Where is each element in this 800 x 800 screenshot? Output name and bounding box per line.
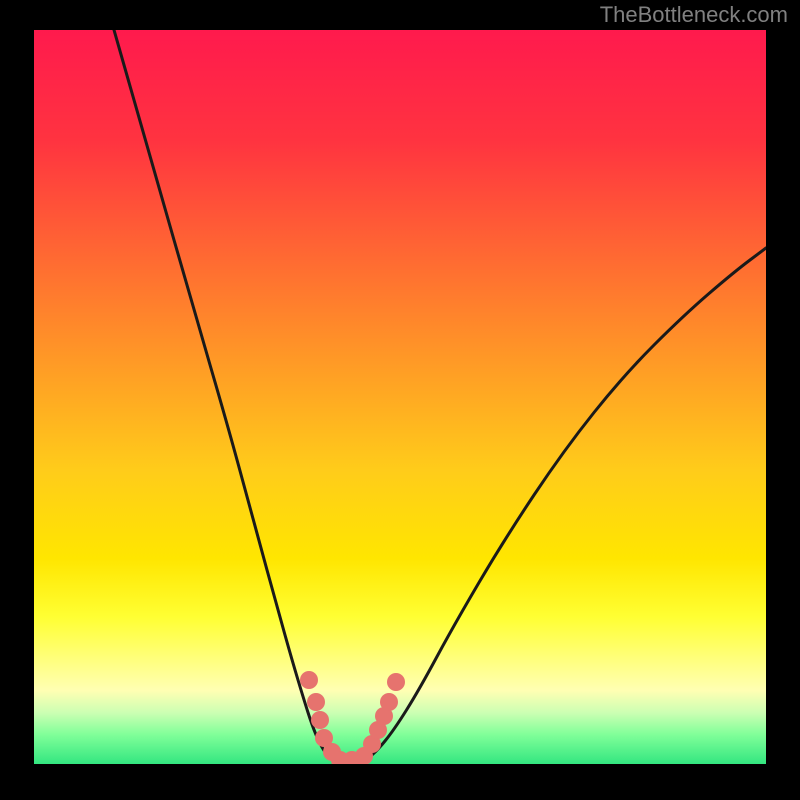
data-marker (300, 671, 318, 689)
data-marker (307, 693, 325, 711)
data-marker (311, 711, 329, 729)
watermark-text: TheBottleneck.com (600, 2, 788, 28)
chart-svg (34, 30, 766, 764)
data-marker (387, 673, 405, 691)
plot-background (34, 30, 766, 764)
data-marker (380, 693, 398, 711)
chart-container (34, 30, 766, 764)
